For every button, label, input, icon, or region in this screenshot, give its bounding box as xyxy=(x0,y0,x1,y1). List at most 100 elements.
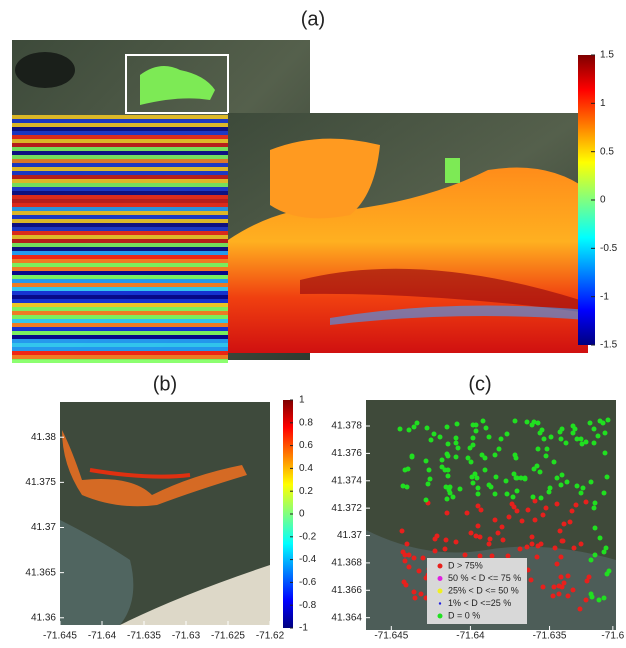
dot xyxy=(541,513,546,518)
dot xyxy=(605,475,610,480)
stripe xyxy=(12,343,228,347)
stripe xyxy=(12,279,228,283)
legend-label: 1% < D <=25 % xyxy=(448,598,511,608)
dot xyxy=(407,428,412,433)
dot xyxy=(584,500,589,505)
dot xyxy=(592,427,597,432)
dot xyxy=(479,508,484,513)
y-tick-label: 41.378 xyxy=(331,421,362,432)
dot xyxy=(507,515,512,520)
dot xyxy=(483,456,488,461)
dot xyxy=(438,435,443,440)
dot xyxy=(454,455,459,460)
dot xyxy=(603,431,608,436)
x-tick-label: -71.62 xyxy=(256,631,285,642)
panel-b-image xyxy=(60,402,270,625)
stripe xyxy=(12,299,228,303)
x-tick-label: -71.635 xyxy=(533,631,567,642)
colorbar-tick-label: 0.4 xyxy=(299,463,313,474)
colorbar-tick-label: 1.5 xyxy=(600,50,614,61)
colorbar-tick-label: 0 xyxy=(600,195,606,206)
dot xyxy=(523,477,528,482)
x-tick-label: -71.64 xyxy=(88,631,117,642)
stripe xyxy=(12,331,228,335)
stripe xyxy=(12,207,228,211)
dot xyxy=(535,464,540,469)
dot xyxy=(407,565,412,570)
dot xyxy=(451,495,456,500)
dot xyxy=(504,479,509,484)
colorbar-tick-label: -0.6 xyxy=(299,577,317,588)
dot xyxy=(489,485,494,490)
dot xyxy=(405,485,410,490)
stripe xyxy=(12,315,228,319)
colorbar-tick-label: -0.2 xyxy=(299,531,317,542)
x-tick-label: -71.625 xyxy=(211,631,245,642)
dot xyxy=(488,537,493,542)
colorbar-tick-label: 1 xyxy=(600,98,606,109)
dot xyxy=(403,553,408,558)
panel-a-image xyxy=(12,40,588,363)
dot xyxy=(427,468,432,473)
dot xyxy=(412,590,417,595)
dot xyxy=(471,481,476,486)
y-tick-label: 41.368 xyxy=(331,558,362,569)
dot xyxy=(597,598,602,603)
stripe xyxy=(12,215,228,219)
dot xyxy=(529,578,534,583)
dot xyxy=(552,585,557,590)
dot xyxy=(564,441,569,446)
dot xyxy=(446,442,451,447)
dot xyxy=(538,431,543,436)
dot xyxy=(559,575,564,580)
stripe xyxy=(12,203,228,207)
stripe xyxy=(12,227,228,231)
dot xyxy=(421,556,426,561)
dot xyxy=(476,486,481,491)
dot xyxy=(607,569,612,574)
dot xyxy=(469,531,474,536)
dot xyxy=(465,511,470,516)
y-tick-label: 41.374 xyxy=(331,475,362,486)
y-tick-label: 41.366 xyxy=(331,585,362,596)
legend-label: 25% < D <= 50 % xyxy=(448,585,519,595)
dot xyxy=(474,429,479,434)
dot xyxy=(536,447,541,452)
colorbar-tick-label: 0.2 xyxy=(299,486,313,497)
dot xyxy=(483,468,488,473)
dot xyxy=(429,438,434,443)
colorbar-tick-label: 0.8 xyxy=(299,417,313,428)
dot xyxy=(530,542,535,547)
dot xyxy=(426,482,431,487)
dot xyxy=(560,427,565,432)
x-tick-label: -71.64 xyxy=(456,631,485,642)
stripe xyxy=(12,211,228,215)
dot xyxy=(589,558,594,563)
dot xyxy=(602,596,607,601)
dot xyxy=(471,423,476,428)
stripe xyxy=(12,307,228,311)
y-tick-label: 41.365 xyxy=(25,567,56,578)
dot xyxy=(530,535,535,540)
dot xyxy=(520,519,525,524)
dot xyxy=(428,477,433,482)
dot xyxy=(476,492,481,497)
dot xyxy=(585,579,590,584)
dot xyxy=(433,549,438,554)
dot xyxy=(514,476,519,481)
dot xyxy=(511,495,516,500)
dot xyxy=(456,446,461,451)
legend-label: D = 0 % xyxy=(448,610,480,620)
dot xyxy=(566,594,571,599)
dot xyxy=(402,580,407,585)
stripe xyxy=(12,235,228,239)
dot xyxy=(552,460,557,465)
dot xyxy=(471,436,476,441)
dot xyxy=(592,506,597,511)
dot xyxy=(494,475,499,480)
dot xyxy=(579,437,584,442)
dot xyxy=(565,480,570,485)
dot xyxy=(493,492,498,497)
dot xyxy=(412,425,417,430)
stripe xyxy=(12,347,228,351)
